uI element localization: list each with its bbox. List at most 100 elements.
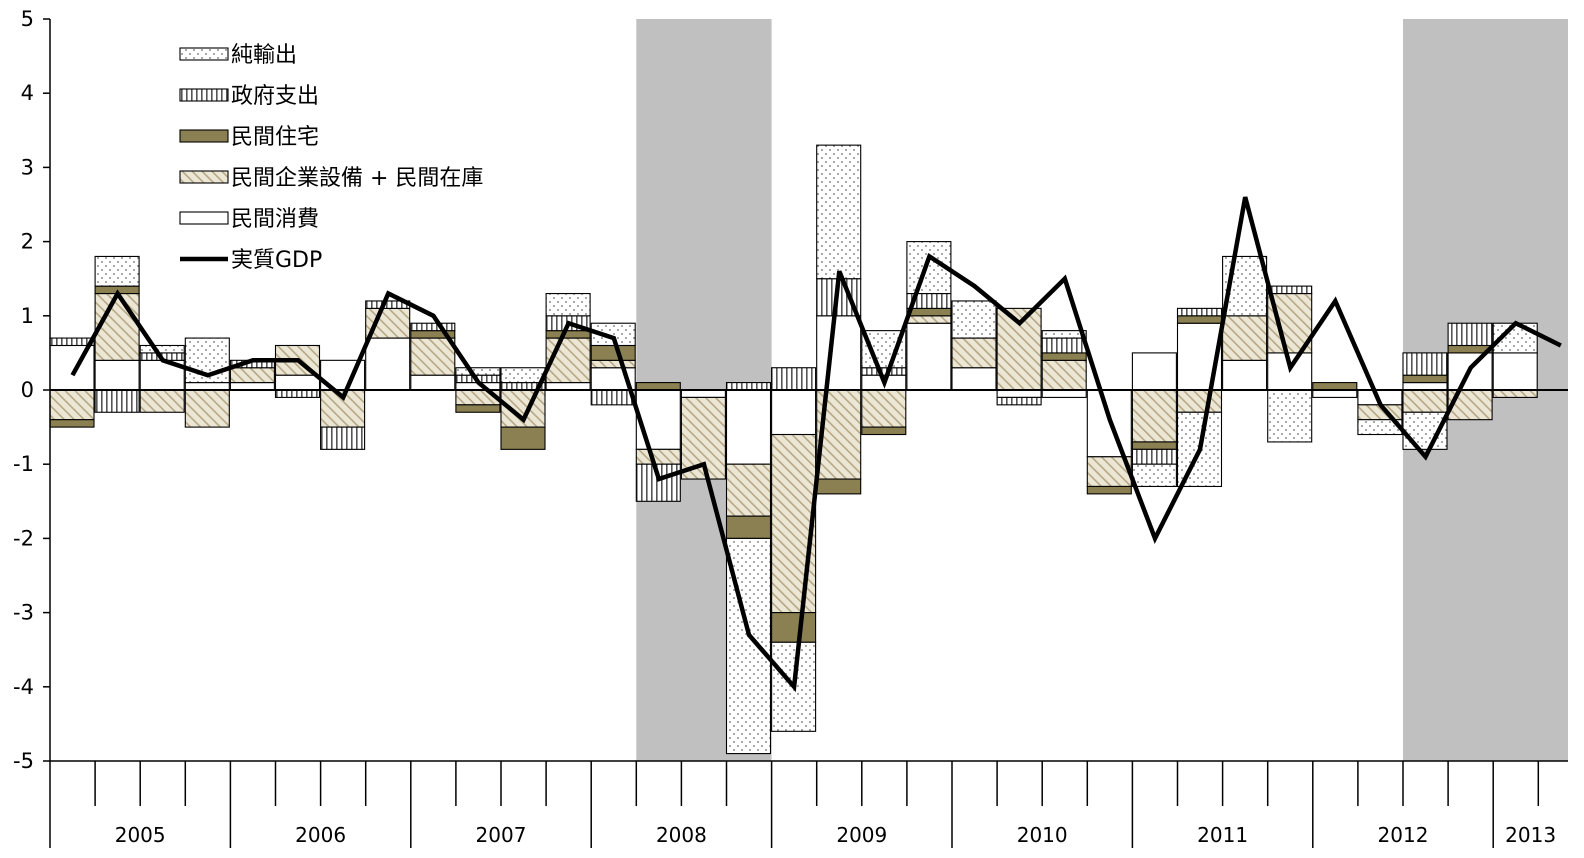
- bar-hatch-q21: [951, 337, 997, 369]
- bar-white-q25: [1131, 352, 1177, 391]
- bar-vlines-q6: [274, 389, 321, 398]
- bar-olive-q25: [1131, 441, 1177, 450]
- bar-white-q4: [184, 382, 230, 391]
- bar-hatch-q31: [1402, 389, 1448, 413]
- bar-dots-q18: [816, 144, 862, 280]
- bar-olive-q16: [725, 515, 772, 539]
- bar-white-q23: [1041, 389, 1087, 398]
- y-tick-label: 1: [21, 304, 34, 328]
- bar-olive-q19: [861, 426, 907, 436]
- year-label-2010: 2010: [1017, 823, 1068, 847]
- legend-label: 純輸出: [231, 43, 297, 68]
- bar-olive-q23: [1041, 352, 1087, 361]
- bar-white-q29: [1312, 389, 1358, 398]
- year-label-2008: 2008: [656, 823, 707, 847]
- year-label-2012: 2012: [1378, 823, 1429, 847]
- y-tick-label: 3: [21, 155, 34, 179]
- year-label-2009: 2009: [836, 823, 887, 847]
- bar-olive-q11: [500, 426, 546, 450]
- bar-olive-q10: [455, 404, 501, 413]
- y-tick-label: 2: [21, 230, 34, 254]
- bar-olive-q13: [590, 344, 636, 361]
- year-label-2005: 2005: [115, 823, 166, 847]
- bar-vlines-q13: [590, 389, 636, 406]
- bar-white-q15: [680, 389, 726, 398]
- bar-white-q17: [771, 389, 817, 436]
- bar-hatch-q1: [49, 389, 95, 421]
- legend-swatch-vlines: [179, 88, 229, 102]
- real-gdp-line: [70, 196, 1562, 693]
- bar-hatch-q23: [1041, 359, 1087, 391]
- bar-hatch-q16: [725, 463, 772, 517]
- legend-label: 民間企業設備 + 民間在庫: [231, 166, 483, 191]
- bar-vlines-q22: [996, 396, 1042, 406]
- bar-white-q5: [229, 382, 275, 391]
- bar-white-q14: [635, 389, 681, 450]
- year-label-2013: 2013: [1505, 823, 1556, 847]
- bar-vlines-q2: [94, 389, 140, 413]
- bar-white-q27: [1222, 359, 1268, 391]
- bar-hatch-q4: [184, 389, 230, 428]
- bar-vlines-q7: [320, 426, 366, 450]
- y-tick-label: -2: [13, 526, 34, 550]
- axes: 5 4 3 2 1 0 -1 -2 -3 -4 -5 2005 2006 2007 2008 2009 2010…: [13, 7, 1568, 848]
- legend-swatch-hatch: [179, 170, 229, 184]
- bar-vlines-q17: [771, 367, 817, 391]
- bar-hatch-q9: [410, 337, 456, 376]
- bar-vlines-q23: [1041, 337, 1087, 354]
- bar-olive-q12: [545, 330, 591, 339]
- bar-dots-q21: [951, 300, 997, 339]
- bar-hatch-q5: [229, 367, 275, 384]
- bar-white-q16: [725, 389, 772, 465]
- bar-dots-q12: [545, 292, 591, 317]
- bar-vlines-q26: [1176, 307, 1223, 317]
- bar-hatch-q20: [906, 315, 952, 324]
- bar-hatch-q25: [1131, 389, 1177, 443]
- bar-olive-q26: [1176, 315, 1223, 324]
- bar-white-q31: [1402, 382, 1448, 391]
- bar-olive-q31: [1402, 374, 1448, 384]
- bar-olive-q18: [816, 478, 862, 495]
- legend-swatch-olive: [179, 129, 229, 143]
- bar-olive-q14: [635, 382, 681, 391]
- bar-dots-q13: [590, 322, 636, 347]
- legend-label: 民間消費: [231, 207, 319, 232]
- bar-hatch-q3: [139, 389, 185, 413]
- bar-olive-q24: [1086, 485, 1132, 495]
- bar-vlines-q16: [725, 382, 772, 391]
- bar-hatch-q2: [94, 292, 140, 361]
- y-tick-label: 5: [21, 7, 34, 31]
- bar-dots-q10: [455, 367, 501, 376]
- gdp-line: [70, 196, 1562, 693]
- bar-vlines-q9: [410, 322, 456, 332]
- bar-vlines-q31: [1402, 352, 1448, 376]
- year-label-2011: 2011: [1197, 823, 1248, 847]
- bar-dots-q3: [139, 344, 185, 354]
- legend-label: 実質GDP: [231, 248, 322, 273]
- bar-white-q33: [1492, 352, 1538, 391]
- bar-white-q2: [94, 359, 140, 391]
- bar-white-q21: [951, 367, 997, 391]
- y-tick-label: -1: [13, 452, 34, 476]
- bar-white-q6: [274, 374, 321, 391]
- bar-white-q18: [816, 315, 862, 391]
- stacked-bars: [49, 144, 1538, 755]
- bar-hatch-q13: [590, 359, 636, 369]
- bar-hatch-q26: [1176, 389, 1223, 413]
- bar-dots-q11: [500, 367, 546, 384]
- bar-white-q8: [365, 337, 411, 391]
- legend-swatch-dots: [179, 47, 229, 61]
- bar-hatch-q27: [1222, 315, 1268, 361]
- legend-swatch-white: [179, 211, 229, 225]
- bar-white-q22: [996, 389, 1042, 398]
- bar-dots-q2: [94, 255, 140, 287]
- bar-hatch-q17: [771, 433, 817, 614]
- bar-white-q9: [410, 374, 456, 391]
- y-tick-label: -4: [13, 675, 34, 699]
- y-tick-label: -3: [13, 601, 34, 625]
- bar-hatch-q14: [635, 448, 681, 465]
- year-label-2006: 2006: [295, 823, 346, 847]
- bar-olive-q17: [771, 612, 817, 643]
- bar-white-q20: [906, 322, 952, 391]
